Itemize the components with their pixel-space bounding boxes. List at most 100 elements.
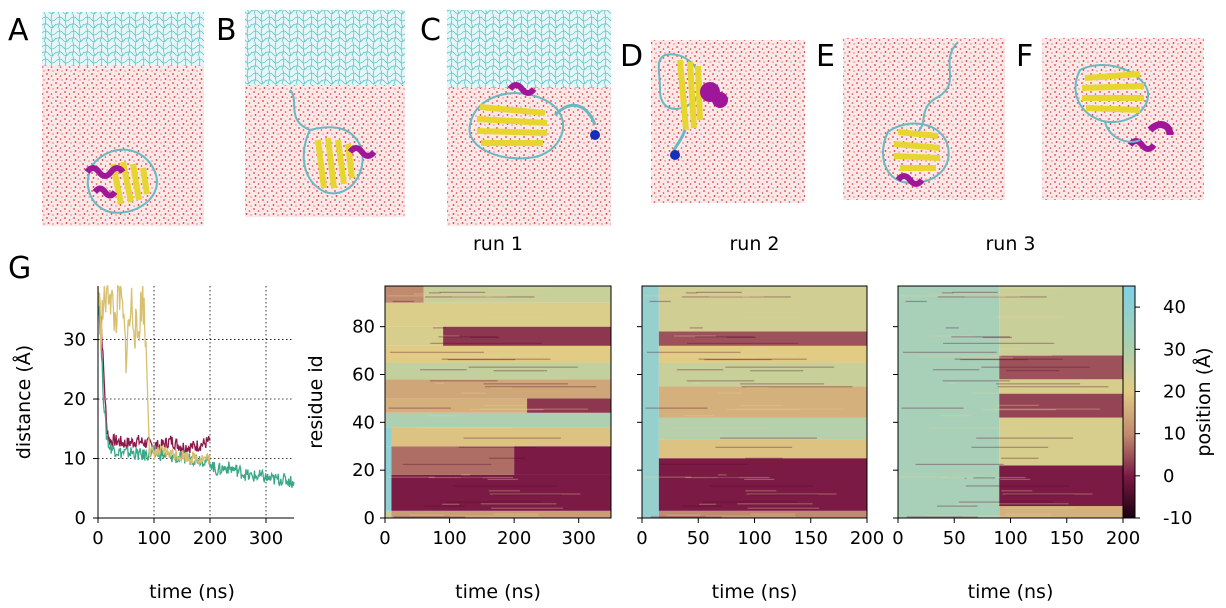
heatmap-streak [461,474,470,476]
heatmap-streak [402,463,492,465]
heatmap-streak [905,300,927,303]
heatmap-cell [999,379,1123,394]
snapshot-c [447,10,611,226]
heatmap-streak [486,296,493,298]
heatmap-cell [999,286,1123,356]
heatmap-cell [658,362,867,387]
tick-label-x: 300 [249,528,283,549]
heatmap-streak [428,476,514,479]
heatmap-streak [388,407,451,409]
heatmap-cell [385,474,392,511]
protein-icon [882,41,959,187]
heatmap-streak [1006,370,1060,372]
heatmap-streak [995,316,1063,318]
tick-label-y: 60 [352,364,375,385]
heatmap-streak [673,335,717,337]
heatmap-streak [681,505,722,507]
protein-icon [1074,64,1174,152]
heatmap-streak [685,476,770,479]
heatmap-streak [750,513,795,515]
panel-label-a: A [8,13,29,48]
heatmap-streak [470,336,500,339]
heatmap-streak [941,476,1026,479]
heatmap-streak [477,354,540,357]
heatmap-cell [999,393,1123,418]
heatmap-streak [964,477,967,479]
heatmap-cell [642,286,659,518]
snapshot-f [1042,38,1204,200]
tick-label-y: 0 [364,508,375,529]
heatmap-streak [1006,513,1051,515]
tick-label-y: 10 [63,449,86,470]
heatmap-streak [926,293,1023,295]
heatmap-streak [485,386,597,388]
heatmap-streak [409,514,445,516]
heatmap-streak [990,354,1052,357]
tick-label-x: 50 [687,528,710,549]
heatmap-streak [1001,490,1033,492]
heatmap-cell [385,286,424,303]
heatmap-streak [996,383,1081,385]
heatmap-streak [696,291,742,293]
heatmap-streak [659,463,748,465]
tick-label-x: 150 [1050,528,1084,549]
tick-label-x: 200 [497,528,531,549]
heatmap-streak [644,295,712,297]
heatmap-streak [386,476,435,478]
heatmap-cell [443,326,611,346]
heatmap-streak [739,316,807,318]
colorbar-tick-label: 0 [1163,466,1174,487]
heatmap-cell [658,345,867,363]
heatmap-streak [685,292,698,294]
heatmap-streak [932,369,980,371]
heatmap-streak [992,408,1101,410]
heatmap-streak [416,427,513,429]
heatmap-cell [658,458,867,511]
snapshot-b [245,10,405,217]
heatmap-streak [489,493,581,495]
heatmap-streak [973,474,983,476]
heatmap-streak [940,415,971,417]
heatmap-streak [943,342,1055,344]
heatmap-streak [446,501,542,503]
heatmap-cell [658,286,867,332]
heatmap-streak [973,477,996,479]
heatmap-streak [741,386,853,388]
heatmap-streak [720,437,818,439]
heatmap-streak [387,295,455,297]
distance-series-line [97,285,211,465]
heatmap-cell [658,510,867,518]
heatmap-streak [449,515,540,517]
heatmap-streak [666,514,701,516]
heatmap-streak [392,300,414,303]
heatmap-streak [1003,507,1076,509]
heatmap-streak [965,485,1070,487]
heatmap-streak [717,477,740,479]
heatmap-cell [527,398,611,413]
lipid-layer [245,10,405,85]
protein-icon [657,53,728,160]
heatmap-cell [391,474,611,511]
heatmap-streak [737,503,813,505]
heatmap-streak [942,380,1011,382]
heatmap-streak [902,351,997,353]
heatmap-cell [658,331,867,346]
heatmap-streak [698,503,717,505]
heatmap-streak [390,351,484,353]
tick-label-y: 80 [352,317,375,338]
heatmap-cell [385,379,611,399]
colorbar-label: position (Å) [1192,347,1215,456]
water-layer [245,85,405,217]
heatmap-streak [460,392,487,394]
colorbar-bar [1122,285,1136,519]
heatmap-streak [954,503,973,505]
heatmap-streak [493,370,547,372]
heatmap-cell [385,427,392,447]
protein-icon [468,82,600,160]
colorbar-tick-label: -10 [1163,508,1192,529]
heatmap-streak [996,404,1039,406]
heatmap-streak [427,415,458,417]
heatmap-streak [650,516,722,518]
heatmap-streak [705,357,758,359]
heatmap-streak [976,437,1074,439]
